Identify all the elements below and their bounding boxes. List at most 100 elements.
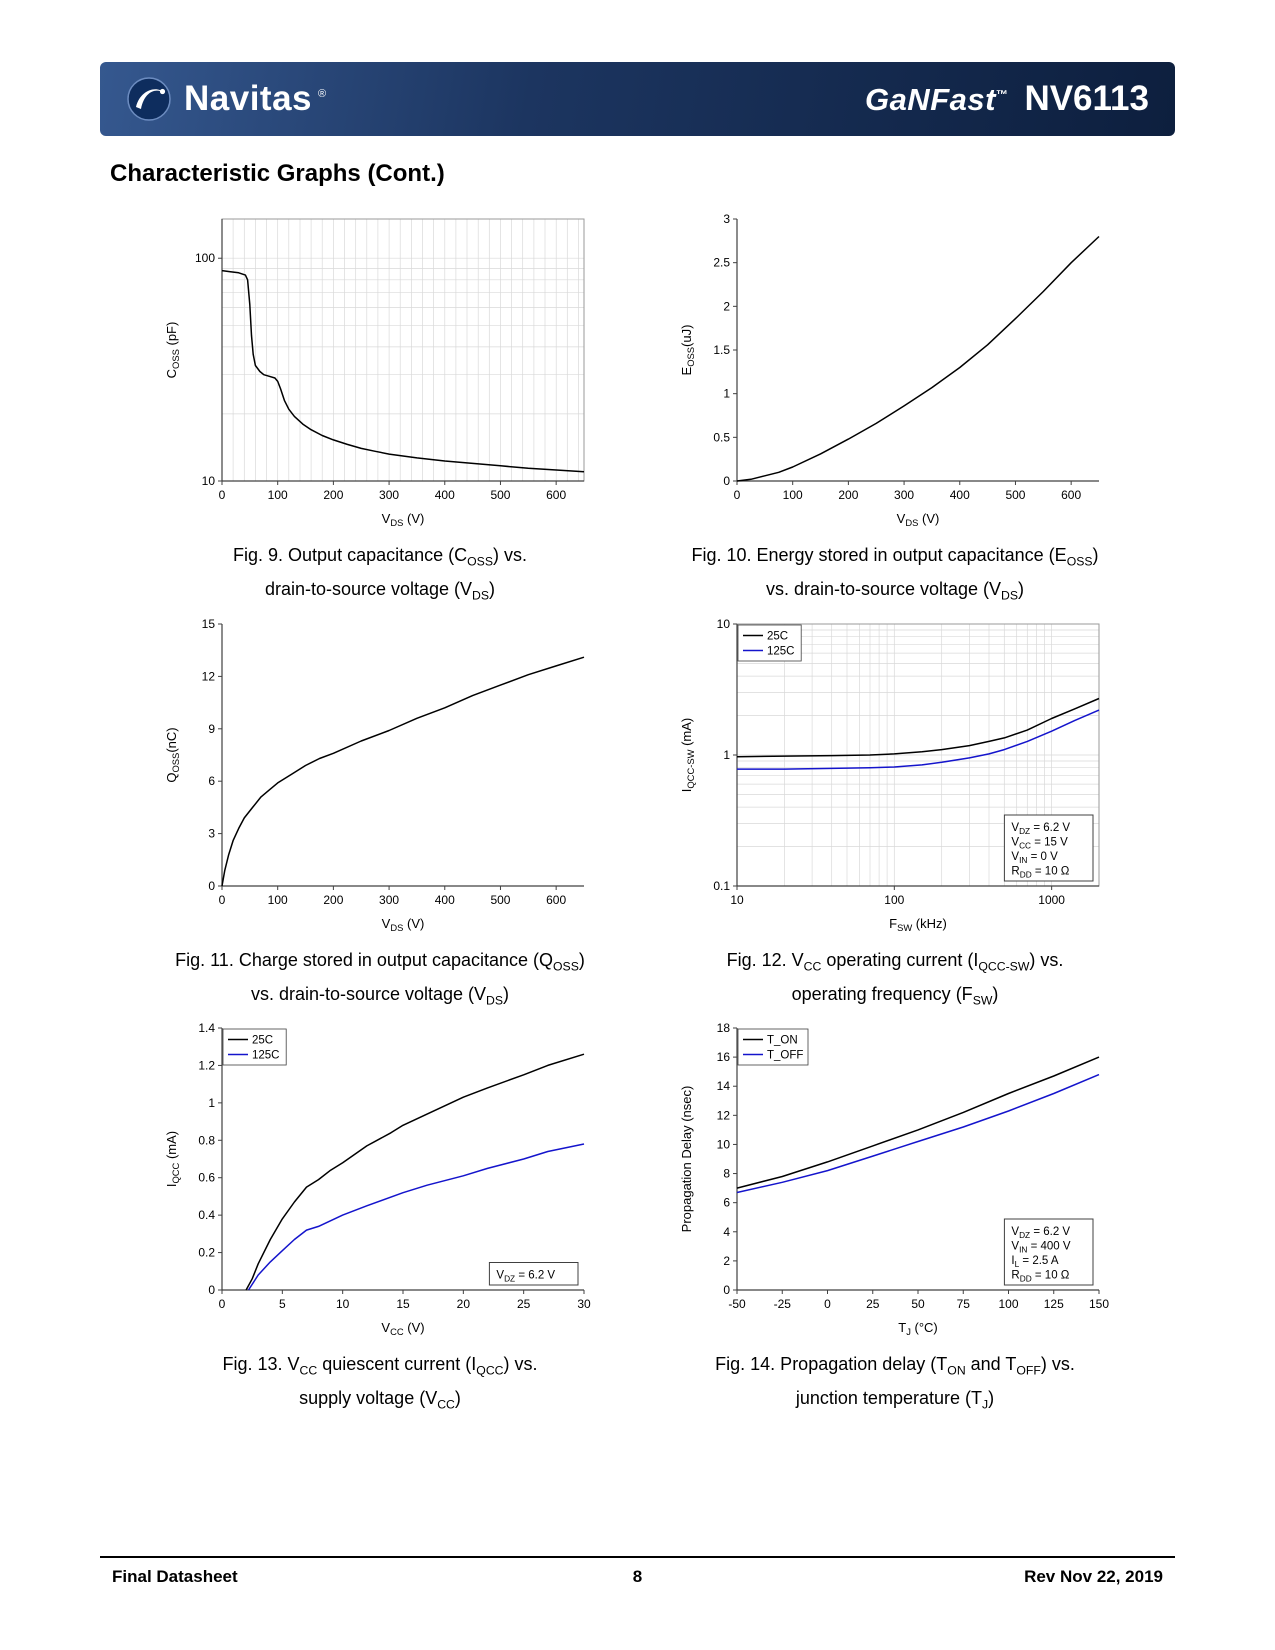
svg-text:10: 10 <box>336 1297 350 1311</box>
brand-name: Navitas <box>184 79 313 118</box>
svg-text:400: 400 <box>950 488 970 502</box>
svg-text:8: 8 <box>723 1167 730 1181</box>
series-line-Q_OSS <box>221 656 585 887</box>
svg-text:125C: 125C <box>767 646 795 658</box>
svg-text:125: 125 <box>1044 1297 1064 1311</box>
svg-text:16: 16 <box>717 1050 731 1064</box>
svg-text:1: 1 <box>723 387 730 401</box>
svg-text:VIN = 0 V: VIN = 0 V <box>1011 851 1058 865</box>
figure-11: 0 100 200 300 400 500 600 0 3 6 9 12 15 VDS (V) QOSS(n… <box>130 610 630 1012</box>
svg-text:20: 20 <box>457 1297 471 1311</box>
svg-text:RDD = 10 Ω: RDD = 10 Ω <box>1011 1270 1069 1284</box>
svg-text:25C: 25C <box>767 631 788 643</box>
svg-text:600: 600 <box>546 488 566 502</box>
svg-text:RDD = 10 Ω: RDD = 10 Ω <box>1011 866 1069 880</box>
tick-labels: 0 100 200 300 400 500 600 0 0.5 1 1.5 2 2.5 3 <box>713 212 1081 502</box>
svg-text:0: 0 <box>208 879 215 893</box>
svg-text:15: 15 <box>202 617 216 631</box>
chart-propdelay-vs-tj: -50 -25 0 25 50 75 100 125 150 0 2 4 6 8 10 12 14 16 18 TJ … <box>645 1014 1145 1344</box>
fig11-svg: 0 100 200 300 400 500 600 0 3 6 9 12 15 VDS (V) QOSS(n… <box>164 617 585 933</box>
tick-labels: 0 100 200 300 400 500 600 0 3 6 9 12 15 <box>202 617 567 907</box>
navitas-logo: Navitas ® <box>126 76 326 122</box>
svg-text:30: 30 <box>577 1297 591 1311</box>
svg-text:5: 5 <box>279 1297 286 1311</box>
svg-text:200: 200 <box>323 488 343 502</box>
svg-text:100: 100 <box>884 893 904 907</box>
svg-text:-50: -50 <box>728 1297 746 1311</box>
annotation-box: VDZ = 6.2 V <box>488 1262 579 1286</box>
tick-labels: 10 100 1000 0.1 1 10 <box>713 617 1065 907</box>
figure-12: 10 100 1000 0.1 1 10 FSW (kHz) IQCC-SW (mA) 25C 1… <box>645 610 1145 1012</box>
page-title: Characteristic Graphs (Cont.) <box>110 160 445 187</box>
svg-text:300: 300 <box>379 488 399 502</box>
series-line-125C <box>247 1143 585 1291</box>
tick-labels: -50 -25 0 25 50 75 100 125 150 0 2 4 6 8 10 12 14 16 18 <box>717 1021 1110 1311</box>
svg-text:0.6: 0.6 <box>198 1171 215 1185</box>
svg-text:200: 200 <box>838 488 858 502</box>
y-axis-label: QOSS(nC) <box>164 727 181 782</box>
y-axis-label: IQCC-SW (mA) <box>679 718 696 792</box>
x-axis-label: FSW (kHz) <box>889 916 947 933</box>
y-axis-label: EOSS(uJ) <box>679 325 696 376</box>
figure-10-caption: Fig. 10. Energy stored in output capacit… <box>691 545 1099 603</box>
gridlines <box>221 219 584 482</box>
figure-14: -50 -25 0 25 50 75 100 125 150 0 2 4 6 8 10 12 14 16 18 TJ … <box>645 1014 1145 1416</box>
svg-text:1.5: 1.5 <box>713 343 730 357</box>
x-axis-label: TJ (°C) <box>898 1320 938 1337</box>
svg-text:0: 0 <box>219 1297 226 1311</box>
footer-doc-status: Final Datasheet <box>112 1567 238 1586</box>
header-bar: Navitas ® GaNFast™ NV6113 <box>100 62 1175 136</box>
figure-10: 0 100 200 300 400 500 600 0 0.5 1 1.5 2 2.5 3 VDS (V) E… <box>645 205 1145 607</box>
svg-text:25C: 25C <box>252 1035 273 1047</box>
svg-text:VCC = 15 V: VCC = 15 V <box>1011 837 1068 851</box>
svg-text:0: 0 <box>219 893 226 907</box>
svg-text:0: 0 <box>723 474 730 488</box>
svg-text:T_ON: T_ON <box>767 1035 798 1047</box>
svg-text:75: 75 <box>957 1297 971 1311</box>
svg-text:100: 100 <box>268 488 288 502</box>
svg-text:2: 2 <box>723 1254 730 1268</box>
svg-text:0: 0 <box>219 488 226 502</box>
svg-text:200: 200 <box>323 893 343 907</box>
series-group <box>736 1056 1100 1194</box>
chart-eoss-vs-vds: 0 100 200 300 400 500 600 0 0.5 1 1.5 2 2.5 3 VDS (V) E… <box>645 205 1145 535</box>
ganfast-text: GaNFast <box>864 82 996 117</box>
fig10-svg: 0 100 200 300 400 500 600 0 0.5 1 1.5 2 2.5 3 VDS (V) E… <box>679 212 1100 528</box>
svg-text:1.4: 1.4 <box>198 1021 215 1035</box>
series-line-125C <box>737 709 1100 770</box>
series-group <box>221 656 585 887</box>
svg-text:0: 0 <box>208 1283 215 1297</box>
series-line-25C <box>245 1053 585 1291</box>
figure-11-caption: Fig. 11. Charge stored in output capacit… <box>175 950 585 1008</box>
chart-coss-vs-vds: 0 100 200 300 400 500 600 10 100 VDS (V) COSS (pF) <box>130 205 630 535</box>
svg-text:6: 6 <box>723 1196 730 1210</box>
series-line-E_OSS <box>736 235 1100 482</box>
svg-text:0: 0 <box>734 488 741 502</box>
figure-13-caption: Fig. 13. VCC quiescent current (IQCC) vs… <box>222 1354 538 1412</box>
product-title: GaNFast™ NV6113 <box>865 79 1149 119</box>
fig9-svg: 0 100 200 300 400 500 600 10 100 VDS (V) COSS (pF) <box>164 218 585 528</box>
series-group <box>221 269 585 473</box>
svg-text:1: 1 <box>208 1096 215 1110</box>
svg-text:500: 500 <box>490 893 510 907</box>
svg-text:-25: -25 <box>774 1297 792 1311</box>
svg-text:1000: 1000 <box>1038 893 1065 907</box>
svg-text:0: 0 <box>824 1297 831 1311</box>
figure-12-caption: Fig. 12. VCC operating current (IQCC-SW)… <box>726 950 1064 1008</box>
y-axis-label: Propagation Delay (nsec) <box>679 1086 694 1233</box>
series-line-C_OSS <box>221 269 585 473</box>
svg-text:400: 400 <box>435 893 455 907</box>
part-number: NV6113 <box>1024 79 1149 118</box>
legend: T_ON T_OFF <box>737 1028 809 1066</box>
svg-text:500: 500 <box>490 488 510 502</box>
figure-9-caption: Fig. 9. Output capacitance (COSS) vs. dra… <box>233 545 527 603</box>
svg-text:125C: 125C <box>252 1050 280 1062</box>
svg-text:10: 10 <box>202 474 216 488</box>
svg-text:T_OFF: T_OFF <box>767 1050 803 1062</box>
chart-iqcc-vs-vcc: 0 5 10 15 20 25 30 0 0.2 0.4 0.6 0.8 1 1.2 1.4 VCC (V) I… <box>130 1014 630 1344</box>
y-axis-label: COSS (pF) <box>164 322 181 379</box>
series-group <box>736 697 1100 770</box>
figure-13: 0 5 10 15 20 25 30 0 0.2 0.4 0.6 0.8 1 1.2 1.4 VCC (V) I… <box>130 1014 630 1416</box>
